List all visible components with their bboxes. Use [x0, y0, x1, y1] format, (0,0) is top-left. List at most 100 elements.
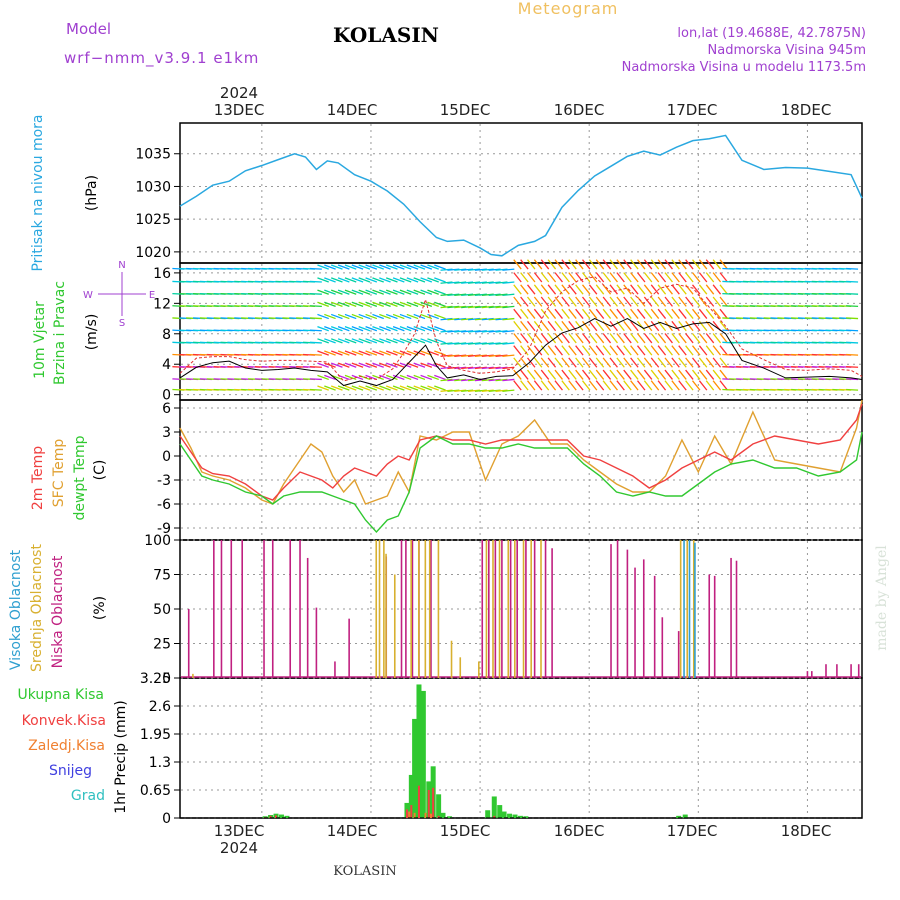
wind-barb — [547, 284, 557, 295]
wind-barb — [351, 374, 364, 381]
wind-barb — [379, 277, 391, 283]
wind-barb — [481, 317, 494, 321]
compass-west: W — [83, 290, 93, 301]
wind-barb — [643, 259, 653, 270]
pressure-panel-frame — [179, 122, 863, 264]
wind-barb — [324, 350, 336, 356]
wind-barb — [664, 357, 673, 368]
temp-ylabel-1: 2m Temp — [30, 446, 46, 510]
temp-ylabel-2: SFC Temp — [51, 439, 67, 508]
wind-barb — [420, 313, 433, 320]
wind-barb — [513, 284, 522, 295]
wind-barb — [495, 293, 508, 297]
wind-barb — [481, 389, 494, 392]
wind-barb — [719, 272, 728, 283]
wind-barb — [623, 296, 632, 307]
wind-barb — [520, 308, 529, 319]
wind-barb — [309, 267, 322, 270]
wind-barb — [358, 277, 371, 283]
wind-barb — [561, 296, 570, 307]
wind-barb — [427, 264, 439, 270]
wind-barb — [636, 345, 646, 356]
wind-barb — [392, 326, 405, 332]
wind-barb — [399, 326, 412, 332]
wind-barb — [440, 305, 453, 309]
wind-barb — [406, 289, 419, 295]
wind-barb — [526, 284, 536, 295]
wind-barb — [636, 296, 646, 307]
wind-barb — [324, 301, 336, 307]
wind-barb — [379, 362, 391, 368]
wind-barb — [540, 308, 550, 319]
wind-barb — [344, 385, 357, 391]
wind-barb — [440, 317, 453, 321]
wind-barb — [609, 284, 618, 295]
wind-barb — [657, 369, 667, 380]
wind-barb — [434, 362, 446, 368]
wind-barb — [488, 293, 501, 297]
wind-barb — [372, 338, 384, 344]
wind-unit: (m/s) — [84, 314, 100, 351]
wind-barb — [502, 281, 515, 284]
wind-barb — [406, 277, 419, 283]
wind-barb — [454, 305, 467, 309]
compass-rose: N E S W — [83, 260, 155, 329]
wind-barb — [846, 305, 859, 308]
wind-barb — [379, 289, 391, 295]
wind-barb — [623, 272, 632, 283]
wind-barb — [502, 389, 515, 392]
wind-barb — [330, 301, 343, 307]
wind-barb — [540, 259, 550, 270]
wind-barb — [719, 259, 728, 270]
wind-barb — [533, 259, 543, 270]
wind-barb — [664, 272, 673, 283]
wind-barb — [406, 264, 419, 270]
wind-barb — [678, 308, 687, 319]
wind-barb — [420, 385, 433, 391]
x-tick-bottom-0: 13DEC — [214, 822, 265, 840]
wind-barb — [595, 296, 605, 307]
frz-rain-bar — [408, 811, 411, 818]
total-rain-bar — [262, 816, 268, 818]
wind-barb — [685, 357, 694, 368]
wind-barb — [719, 345, 728, 356]
wind-barb — [616, 333, 625, 344]
elevation-label: Nadmorska Visina 945m — [708, 43, 867, 58]
cloud-ylabel-3: Niska Oblacnost — [50, 555, 66, 668]
wind-barb — [602, 345, 612, 356]
total-rain-bar — [517, 815, 523, 818]
wind-barb — [344, 289, 357, 295]
wind-barb — [413, 374, 426, 381]
wind-barb — [461, 330, 474, 333]
wind-barb — [317, 374, 329, 381]
wind-ytick-label-1: 4 — [162, 357, 171, 373]
wind-barb — [420, 374, 433, 381]
wind-barb — [317, 264, 329, 270]
wind-barb — [575, 272, 584, 283]
wind-barb — [678, 320, 687, 332]
wind-barb — [447, 281, 460, 284]
wind-barb — [513, 369, 522, 380]
wind-barb — [344, 277, 357, 283]
wind-barb — [427, 301, 439, 307]
wind-barb — [385, 277, 398, 283]
wind-barb — [324, 374, 336, 381]
wind-barb — [351, 362, 364, 368]
wind-barb — [385, 289, 398, 295]
wind-barb — [719, 357, 728, 368]
wind-barb — [324, 338, 336, 344]
wind-barb — [526, 345, 536, 356]
wind-barb — [630, 259, 639, 270]
wind-barb — [420, 301, 433, 307]
wind-barb — [719, 333, 728, 344]
wind-barb — [440, 281, 453, 284]
wind-barb — [561, 380, 570, 391]
wind-barb — [434, 264, 446, 270]
wind-barb — [434, 350, 446, 356]
wind-barb — [533, 284, 543, 295]
pressure-ylabel: Pritisak na nivou mora — [30, 114, 46, 271]
wind-barb — [630, 308, 639, 319]
wind-barb — [447, 378, 460, 382]
wind-barb — [650, 333, 660, 344]
